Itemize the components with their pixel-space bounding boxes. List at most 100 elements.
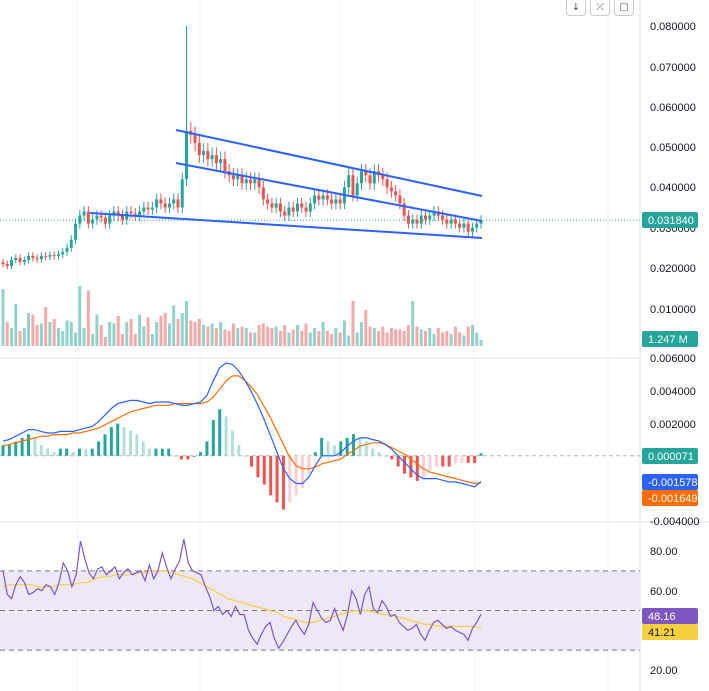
candle-body[interactable] [193,134,197,143]
candle-body[interactable] [317,195,321,200]
candle-body[interactable] [347,175,351,188]
candle-body[interactable] [10,259,14,266]
macd-line[interactable] [2,362,482,488]
candle-body[interactable] [351,175,355,196]
candle-body[interactable] [142,207,146,212]
candle-body[interactable] [240,175,244,184]
candle-body[interactable] [95,215,99,220]
candle-body[interactable] [411,219,415,224]
candle-body[interactable] [458,223,462,228]
candle-body[interactable] [56,254,60,256]
candle-body[interactable] [78,215,82,224]
candle-body[interactable] [31,255,35,258]
candle-body[interactable] [236,175,240,180]
candle-body[interactable] [360,171,363,184]
candle-body[interactable] [61,251,65,255]
candle-body[interactable] [219,159,223,164]
candle-body[interactable] [406,215,410,224]
candle-body[interactable] [338,199,342,204]
candle-body[interactable] [155,199,159,208]
candle-body[interactable] [449,219,453,224]
candle-body[interactable] [129,211,133,214]
candle-body[interactable] [432,211,436,216]
candle-body[interactable] [206,151,210,160]
candle-body[interactable] [313,195,317,204]
price-axis[interactable]: 0.080000 0.070000 0.060000 0.050000 0.040000… [650,21,700,677]
candle-body[interactable] [266,199,270,204]
candle-body[interactable] [300,203,304,208]
candle-body[interactable] [261,187,265,200]
candle-body[interactable] [249,179,253,184]
candle-body[interactable] [86,211,90,224]
candle-body[interactable] [304,207,308,212]
candle-body[interactable] [5,263,9,266]
candle-body[interactable] [69,239,73,248]
candle-body[interactable] [116,211,120,216]
candle-body[interactable] [270,203,274,208]
scroll-down-button[interactable]: ↓ [566,0,586,16]
candle-body[interactable] [82,211,86,216]
candle-body[interactable] [91,219,95,224]
candle-body[interactable] [27,255,31,260]
candle-body[interactable] [52,255,56,257]
trendline[interactable] [175,129,483,197]
candle-body[interactable] [355,183,359,196]
macd-panel[interactable] [0,362,640,510]
candle-body[interactable] [402,203,406,216]
candle-body[interactable] [368,175,372,184]
candle-body[interactable] [470,227,474,232]
collapse-button[interactable]: ⤫ [590,0,610,16]
candle-body[interactable] [453,219,457,224]
rsi-line[interactable] [2,538,482,650]
candle-body[interactable] [202,151,206,156]
candle-body[interactable] [372,171,376,184]
candle-body[interactable] [176,199,180,208]
candle-body[interactable] [180,179,184,208]
candle-body[interactable] [74,223,78,240]
candle-body[interactable] [462,223,466,228]
candle-body[interactable] [150,207,154,210]
candle-body[interactable] [283,211,287,216]
candle-body[interactable] [389,187,393,192]
candle-body[interactable] [167,203,171,208]
candle-body[interactable] [441,215,445,220]
candle-body[interactable] [291,207,295,212]
candle-body[interactable] [108,215,112,224]
signal-line[interactable] [2,375,482,485]
candle-body[interactable] [428,215,432,220]
price-panel[interactable] [0,26,640,270]
candle-body[interactable] [35,257,39,260]
rsi-ma-line[interactable] [2,570,482,629]
candle-body[interactable] [138,211,142,216]
candle-body[interactable] [398,195,402,204]
candle-body[interactable] [44,255,48,257]
candle-body[interactable] [214,155,218,164]
candle-body[interactable] [278,203,282,212]
candle-body[interactable] [364,171,368,176]
candle-body[interactable] [424,215,428,220]
candle-body[interactable] [253,179,257,184]
candle-body[interactable] [159,199,163,204]
candle-body[interactable] [385,179,389,188]
candle-body[interactable] [185,130,189,180]
trendline[interactable] [175,162,483,222]
candle-body[interactable] [475,223,479,228]
candle-body[interactable] [121,215,124,220]
candle-body[interactable] [381,175,385,180]
candle-body[interactable] [415,219,419,224]
candle-body[interactable] [445,219,449,224]
candle-body[interactable] [466,223,470,232]
candle-body[interactable] [65,247,69,252]
trendline[interactable] [89,212,483,239]
candle-body[interactable] [231,175,235,180]
candle-body[interactable] [334,199,338,204]
candle-body[interactable] [172,199,176,204]
candle-body[interactable] [287,207,291,216]
candle-body[interactable] [479,220,483,224]
falling-wedge-trendlines[interactable] [89,129,483,239]
candle-body[interactable] [308,203,312,212]
candle-body[interactable] [39,255,43,260]
candle-body[interactable] [1,262,5,264]
candle-body[interactable] [274,203,278,208]
